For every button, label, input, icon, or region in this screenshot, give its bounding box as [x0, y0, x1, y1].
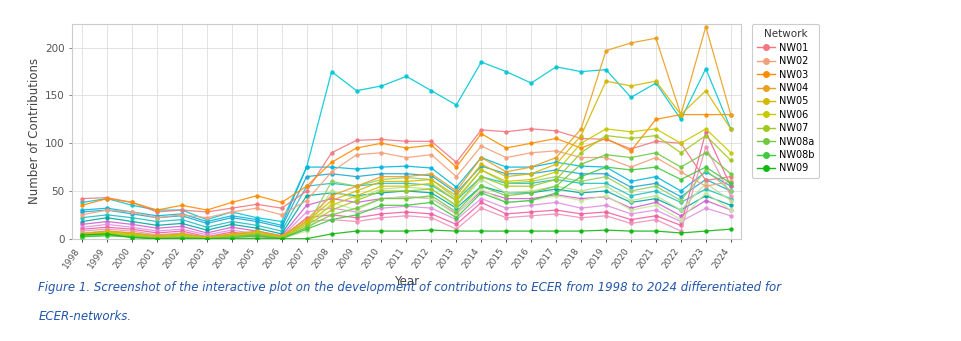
- Text: ECER-networks.: ECER-networks.: [38, 310, 132, 323]
- Y-axis label: Number of Contributions: Number of Contributions: [28, 58, 40, 204]
- Legend: NW01, NW02, NW03, NW04, NW05, NW06, NW07, NW08a, NW08b, NW09: NW01, NW02, NW03, NW04, NW05, NW06, NW07…: [752, 25, 818, 178]
- Text: Figure 1. Screenshot of the interactive plot on the development of contributions: Figure 1. Screenshot of the interactive …: [38, 281, 780, 294]
- X-axis label: Year: Year: [393, 275, 419, 287]
